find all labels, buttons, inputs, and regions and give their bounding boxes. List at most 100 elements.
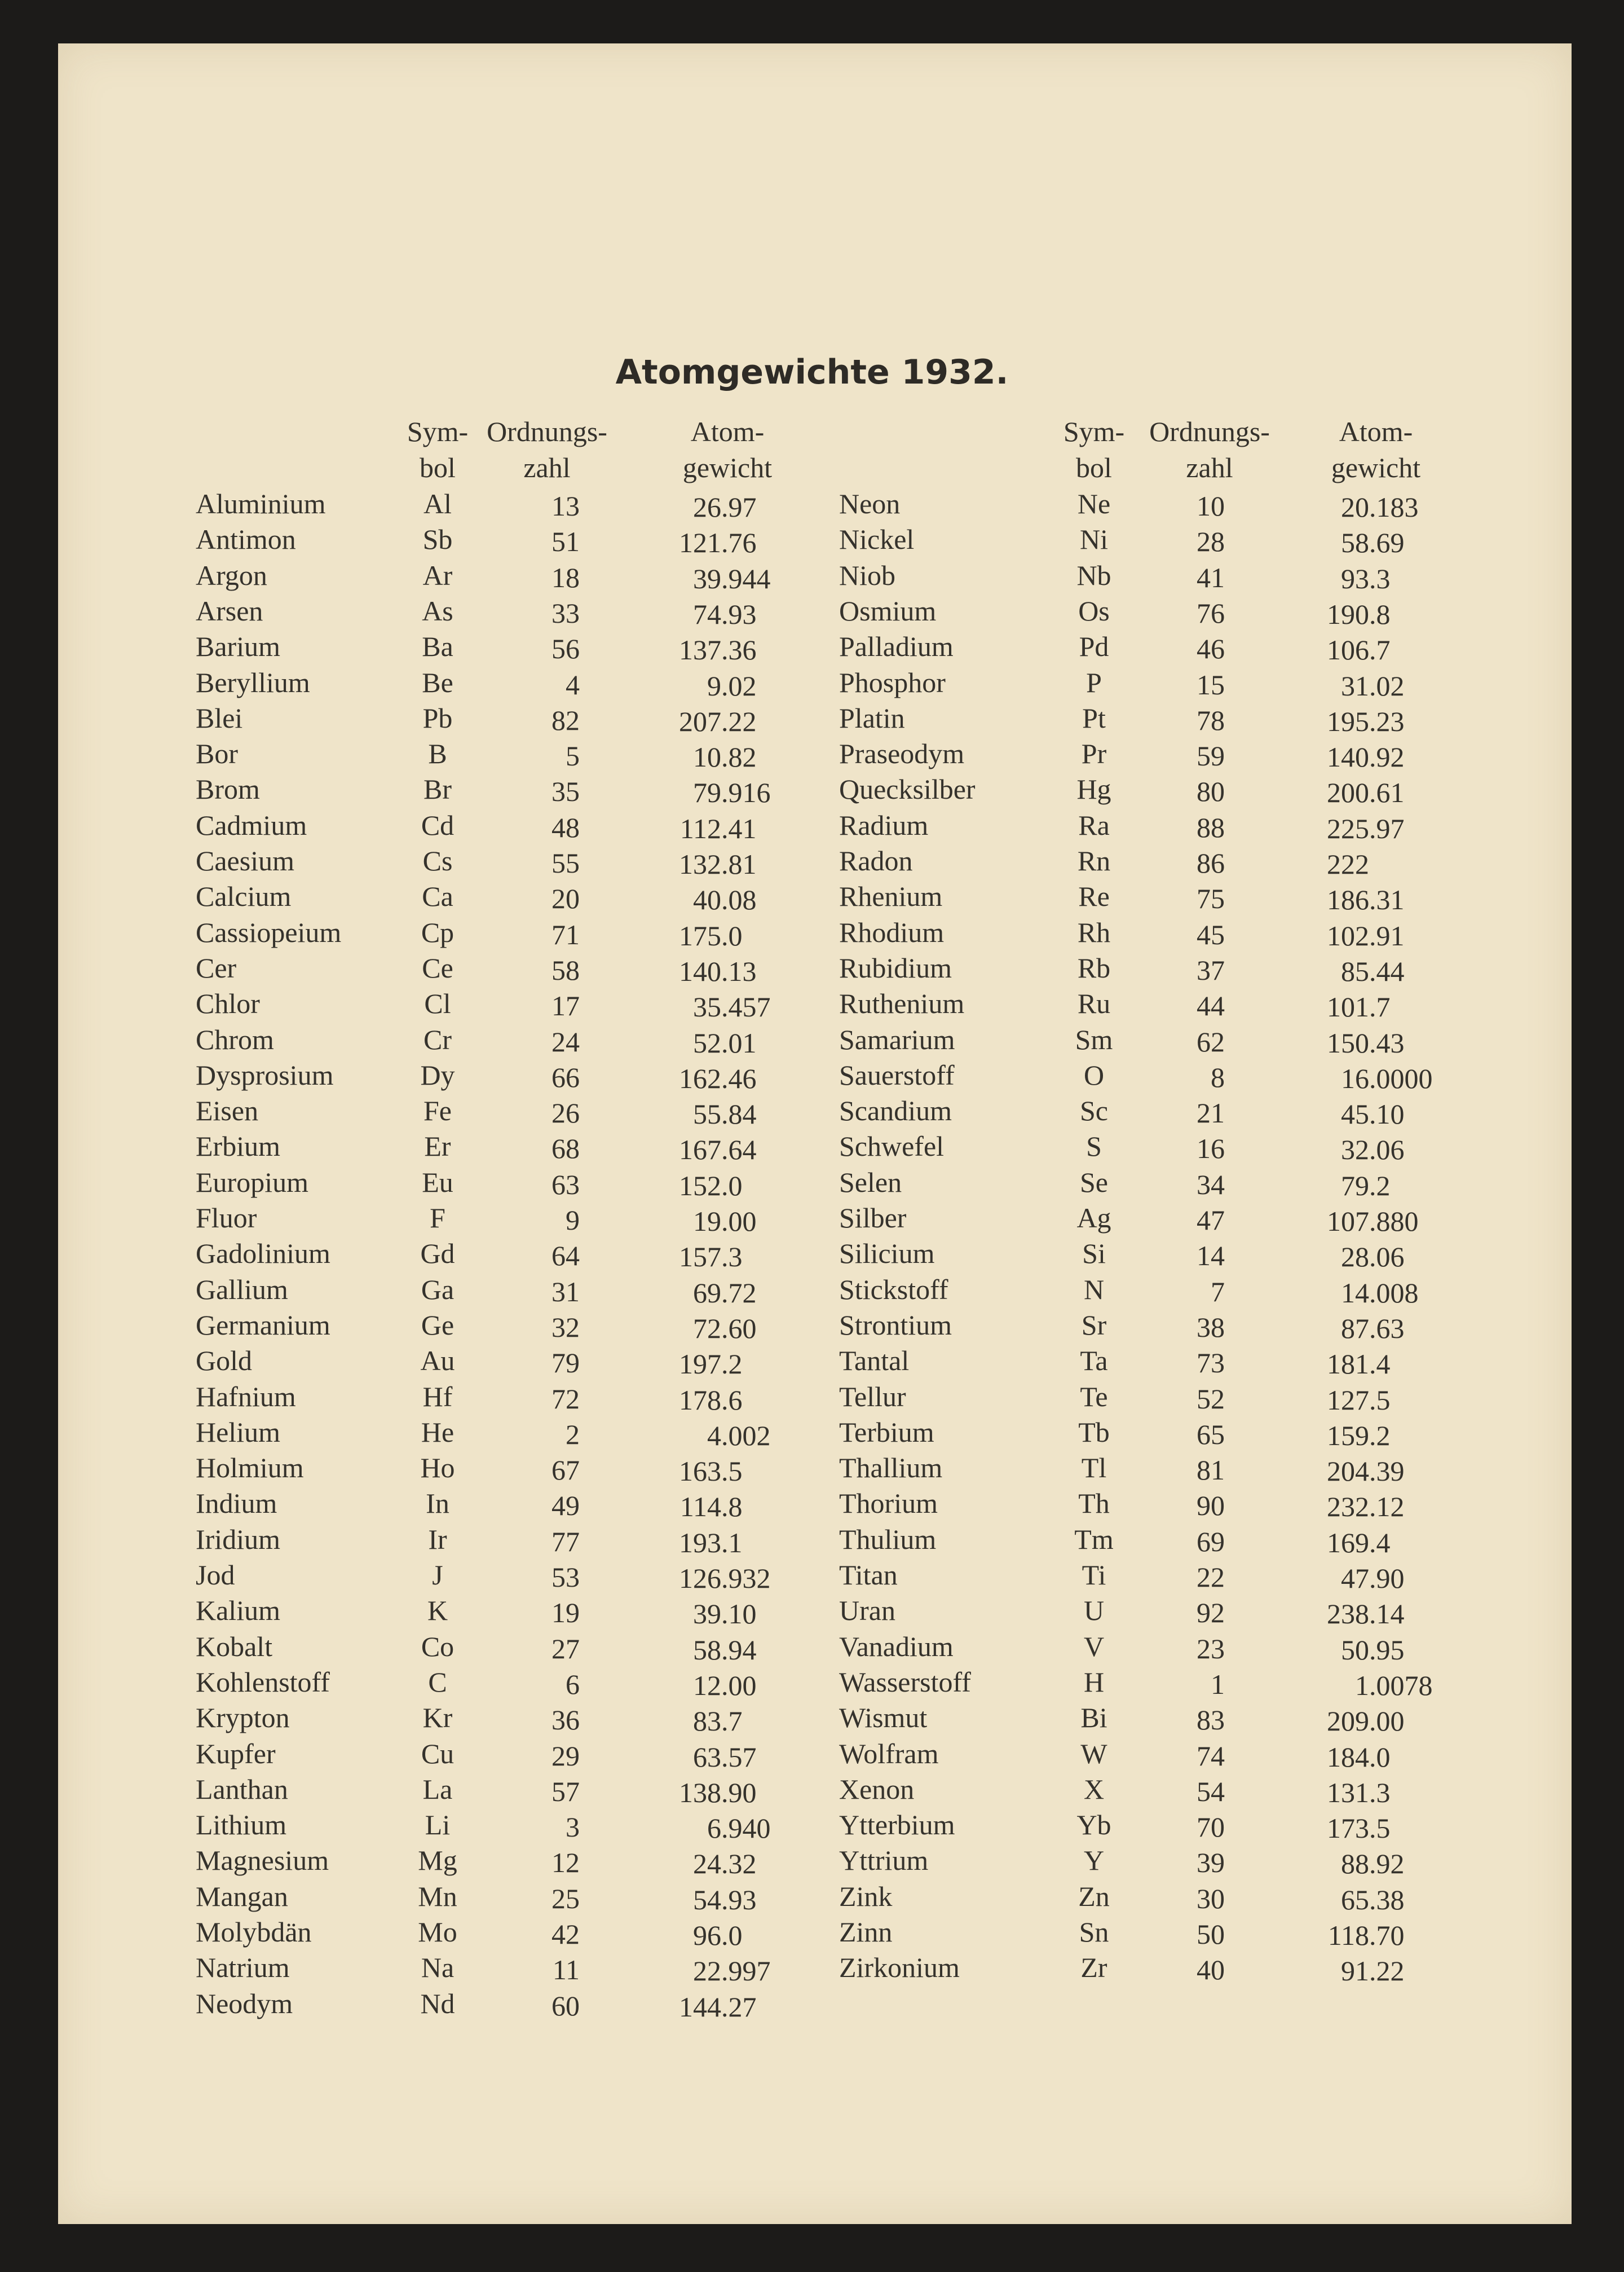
element-symbol: He <box>421 1416 454 1448</box>
element-symbol: Ta <box>1080 1345 1108 1377</box>
element-symbol: Tm <box>1074 1523 1114 1555</box>
atomic-weight: 12.00 <box>693 1669 757 1701</box>
element-symbol: Eu <box>422 1166 453 1198</box>
atomic-number: 86 <box>1197 847 1225 879</box>
atomic-number: 25 <box>551 1882 580 1914</box>
atomic-number: 27 <box>551 1632 580 1665</box>
atomic-weight: 137.36 <box>679 634 757 666</box>
element-symbol: W <box>1080 1737 1107 1769</box>
atomic-weight: 24.32 <box>693 1848 757 1880</box>
atomic-number: 6 <box>566 1668 580 1700</box>
element-name: Molybdän <box>196 1916 312 1948</box>
atomic-number: 69 <box>1197 1525 1225 1557</box>
paper-sheet <box>58 43 1572 2224</box>
element-name: Ruthenium <box>839 988 965 1020</box>
atomic-number: 88 <box>1197 811 1225 843</box>
element-name: Thallium <box>839 1452 943 1484</box>
element-symbol: Se <box>1080 1166 1108 1198</box>
element-name: Radium <box>839 809 929 841</box>
atomic-weight: 16.0000 <box>1341 1062 1433 1094</box>
left-header-weight: gewicht <box>682 452 773 483</box>
atomic-number: 51 <box>551 526 580 558</box>
element-name: Wasserstoff <box>839 1666 971 1698</box>
left-header-weight: Atom- <box>690 416 765 447</box>
atomic-weight: 14.008 <box>1341 1276 1419 1309</box>
atomic-weight: 157.3 <box>679 1241 743 1273</box>
element-name: Germanium <box>196 1309 330 1341</box>
element-name: Xenon <box>839 1773 915 1805</box>
element-symbol: La <box>422 1773 453 1805</box>
element-name: Vanadium <box>839 1630 954 1662</box>
atomic-weight: 22.997 <box>693 1955 771 1987</box>
element-symbol: Gd <box>420 1238 455 1270</box>
atomic-number: 83 <box>1197 1704 1225 1736</box>
right-header-weight: gewicht <box>1331 452 1421 483</box>
atomic-weight: 72.60 <box>693 1312 757 1344</box>
element-name: Samarium <box>839 1023 955 1055</box>
element-symbol: H <box>1083 1666 1105 1698</box>
element-symbol: Ba <box>422 631 453 663</box>
element-symbol: Pr <box>1081 738 1107 770</box>
element-symbol: Bi <box>1080 1702 1107 1734</box>
element-name: Argon <box>196 559 267 591</box>
atomic-weight: 85.44 <box>1341 955 1405 987</box>
atomic-number: 49 <box>551 1490 580 1522</box>
atomic-weight: 19.00 <box>693 1205 757 1237</box>
atomic-weight: 197.2 <box>679 1348 743 1380</box>
atomic-weight: 175.0 <box>679 919 743 952</box>
element-symbol: V <box>1083 1630 1105 1662</box>
atomic-weight: 52.01 <box>693 1027 757 1059</box>
element-symbol: Tl <box>1081 1452 1107 1484</box>
element-symbol: Hg <box>1076 773 1111 805</box>
atomic-weight: 4.002 <box>707 1419 771 1451</box>
element-name: Wolfram <box>839 1737 939 1769</box>
element-name: Lanthan <box>196 1773 288 1805</box>
right-header-number: Ordnungs- <box>1149 416 1270 447</box>
element-name: Tellur <box>839 1380 906 1412</box>
atomic-weight: 190.8 <box>1327 598 1391 630</box>
element-symbol: Cp <box>421 916 454 948</box>
element-name: Chrom <box>196 1023 274 1055</box>
atomic-number: 2 <box>566 1418 580 1450</box>
element-name: Kohlenstoff <box>196 1666 330 1698</box>
element-name: Radon <box>839 845 913 877</box>
element-symbol: Zn <box>1078 1880 1110 1912</box>
atomic-number: 52 <box>1197 1382 1225 1415</box>
atomic-weight: 186.31 <box>1327 884 1405 916</box>
element-name: Kobalt <box>196 1630 273 1662</box>
element-symbol: Pb <box>422 702 453 734</box>
left-header-number: Ordnungs- <box>487 416 607 447</box>
element-symbol: Ni <box>1080 523 1108 556</box>
atomic-weight: 91.22 <box>1341 1955 1405 1987</box>
element-name: Antimon <box>196 523 296 556</box>
atomic-number: 18 <box>551 561 580 593</box>
atomic-weight: 121.76 <box>679 527 757 559</box>
atomic-weight: 204.39 <box>1327 1455 1405 1487</box>
atomic-weight: 184.0 <box>1327 1741 1391 1773</box>
element-symbol: Br <box>423 773 452 805</box>
element-symbol: B <box>428 738 447 770</box>
element-name: Magnesium <box>196 1844 329 1877</box>
atomic-number: 46 <box>1197 633 1225 665</box>
element-symbol: As <box>422 595 453 627</box>
element-name: Chlor <box>196 988 260 1020</box>
atomic-weight: 88.92 <box>1341 1848 1405 1880</box>
atomic-weight: 63.57 <box>693 1741 757 1773</box>
element-name: Sauerstoff <box>839 1059 955 1091</box>
element-symbol: Mn <box>418 1880 457 1912</box>
atomic-weight: 9.02 <box>707 670 757 702</box>
element-name: Gallium <box>196 1273 288 1305</box>
element-symbol: Ge <box>421 1309 454 1341</box>
element-symbol: Cd <box>421 809 454 841</box>
element-symbol: Li <box>425 1809 451 1841</box>
element-symbol: Nb <box>1076 559 1111 591</box>
atomic-number: 80 <box>1197 776 1225 808</box>
atomic-weight: 200.61 <box>1327 777 1405 809</box>
atomic-weight: 173.5 <box>1327 1812 1391 1844</box>
element-name: Iridium <box>196 1523 280 1555</box>
atomic-number: 33 <box>551 597 580 629</box>
element-symbol: Sr <box>1081 1309 1107 1341</box>
atomic-number: 39 <box>1197 1847 1225 1879</box>
atomic-number: 7 <box>1211 1275 1225 1307</box>
element-symbol: Mo <box>418 1916 457 1948</box>
